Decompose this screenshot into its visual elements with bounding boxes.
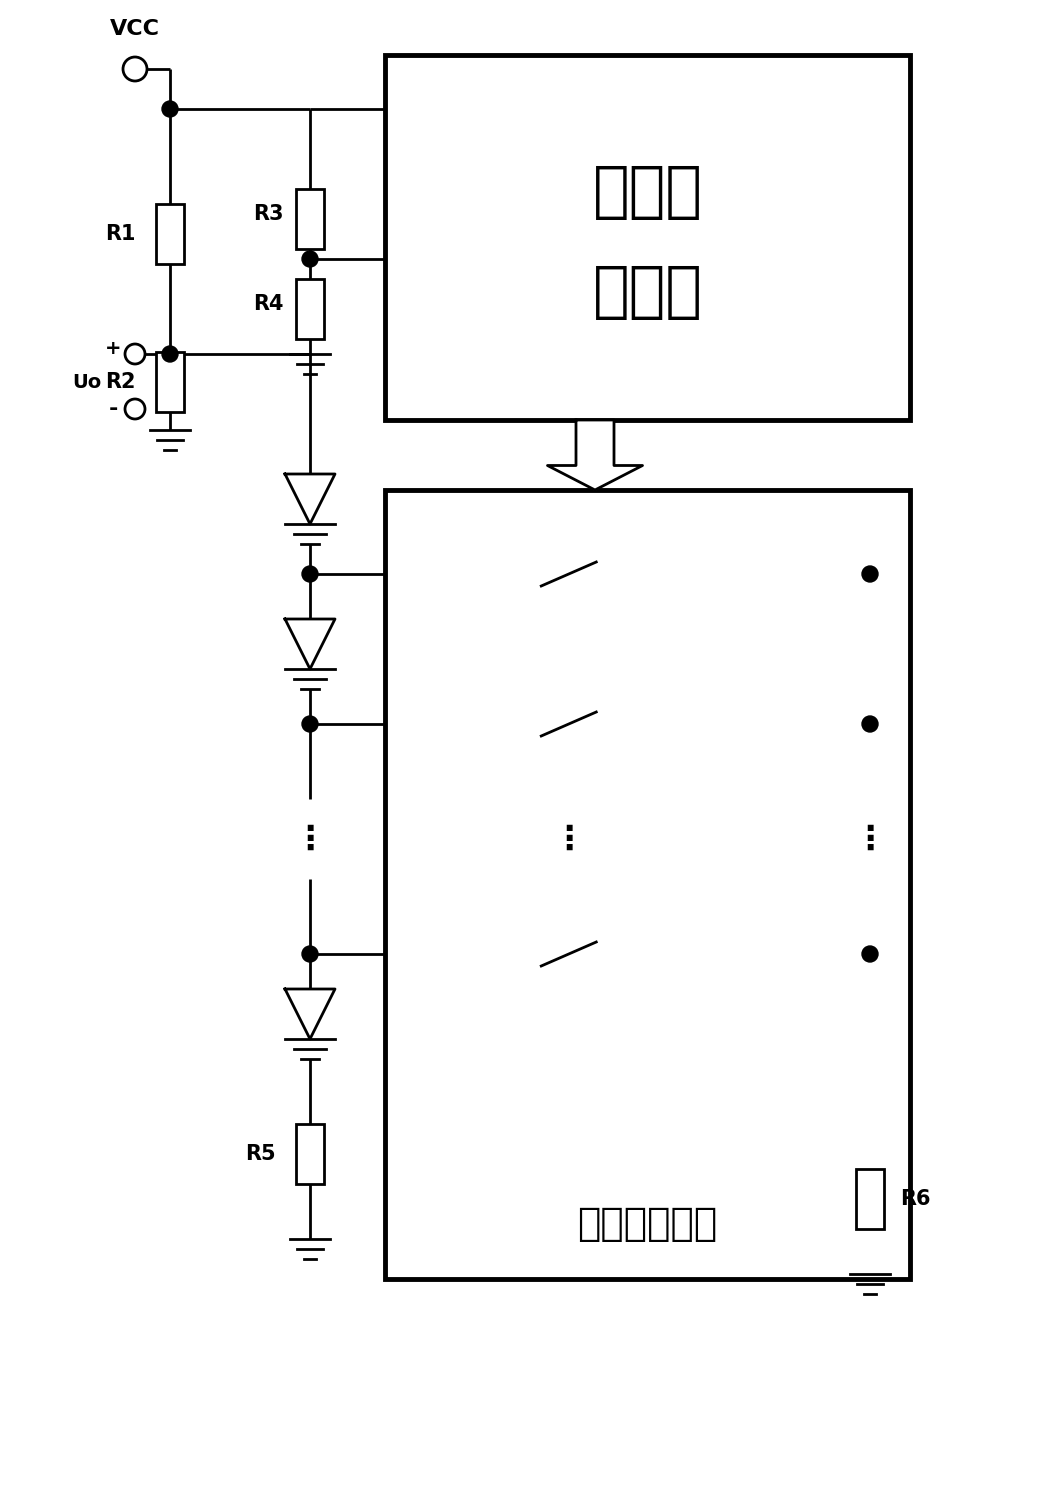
- Text: 模拟开关单元: 模拟开关单元: [578, 1205, 717, 1242]
- Polygon shape: [285, 620, 335, 669]
- Circle shape: [862, 946, 878, 963]
- Bar: [156, 205, 184, 265]
- Text: ⋮: ⋮: [853, 823, 886, 856]
- Text: R3: R3: [253, 205, 283, 224]
- Text: R1: R1: [104, 224, 135, 244]
- Text: Uo: Uo: [72, 373, 102, 391]
- Text: ⋮: ⋮: [552, 823, 585, 856]
- Text: ⋮: ⋮: [294, 823, 327, 856]
- Text: 器单元: 器单元: [593, 263, 702, 322]
- Circle shape: [302, 716, 318, 732]
- Bar: [857, 1169, 884, 1229]
- Circle shape: [124, 399, 145, 420]
- Circle shape: [123, 57, 147, 81]
- Bar: [296, 1123, 325, 1184]
- Circle shape: [302, 566, 318, 582]
- Polygon shape: [285, 474, 335, 523]
- Text: -: -: [109, 399, 118, 420]
- Bar: [296, 280, 325, 338]
- Bar: [385, 490, 910, 1278]
- Circle shape: [302, 946, 318, 963]
- Circle shape: [302, 251, 318, 268]
- Polygon shape: [548, 420, 643, 490]
- Text: R6: R6: [900, 1190, 930, 1209]
- Text: R5: R5: [245, 1145, 276, 1164]
- Bar: [156, 352, 184, 412]
- Circle shape: [862, 566, 878, 582]
- Bar: [296, 190, 325, 250]
- Circle shape: [124, 344, 145, 364]
- Circle shape: [162, 101, 178, 117]
- Text: 微处理: 微处理: [593, 162, 702, 223]
- Bar: [385, 56, 910, 420]
- Text: +: +: [104, 340, 121, 358]
- Circle shape: [862, 716, 878, 732]
- Circle shape: [162, 346, 178, 362]
- Text: R2: R2: [104, 371, 135, 393]
- Polygon shape: [285, 990, 335, 1039]
- Text: R4: R4: [253, 293, 283, 314]
- Text: VCC: VCC: [110, 20, 160, 39]
